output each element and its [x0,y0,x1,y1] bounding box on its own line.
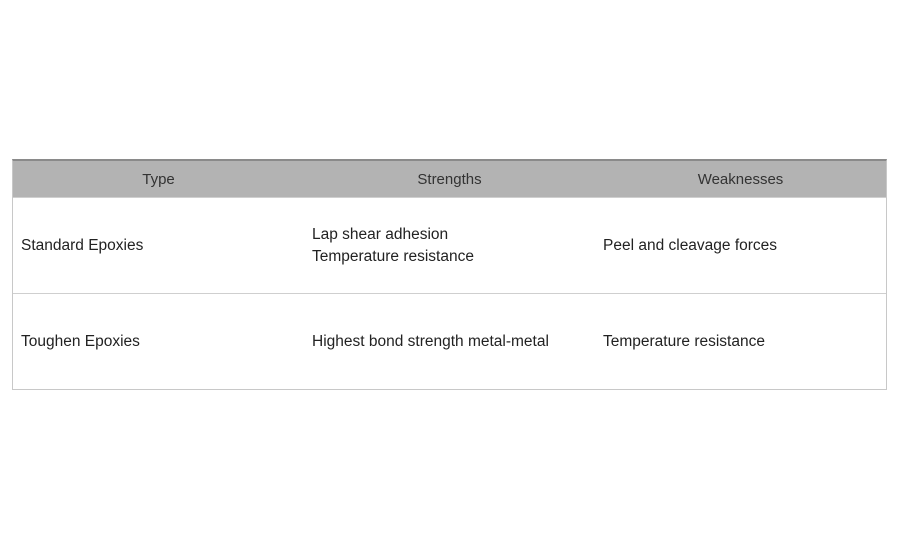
table: Type Strengths Weaknesses Standard Epoxies L… [12,159,887,390]
cell-line: Lap shear adhesion [312,225,449,243]
header-cell: Strengths [417,170,482,188]
cell-line: Temperature resistance [312,247,474,265]
table-cell: Peel and cleavage forces [603,236,778,254]
table-cell: Temperature resistance [603,332,765,350]
table-cell: Standard Epoxies [21,236,144,254]
table-row: Standard Epoxies Lap shear adhesion Temper… [13,197,886,293]
table-cell: Toughen Epoxies [21,332,140,350]
header-cell: Type [142,170,175,188]
table-cell: Lap shear adhesion Temperature resistance [304,224,595,268]
header-row: Type Strengths Weaknesses [13,161,886,197]
table-row: Toughen Epoxies Highest bond strength met… [13,293,886,389]
header-cell: Weaknesses [697,170,784,188]
table-cell: Highest bond strength metal-metal [312,332,549,350]
